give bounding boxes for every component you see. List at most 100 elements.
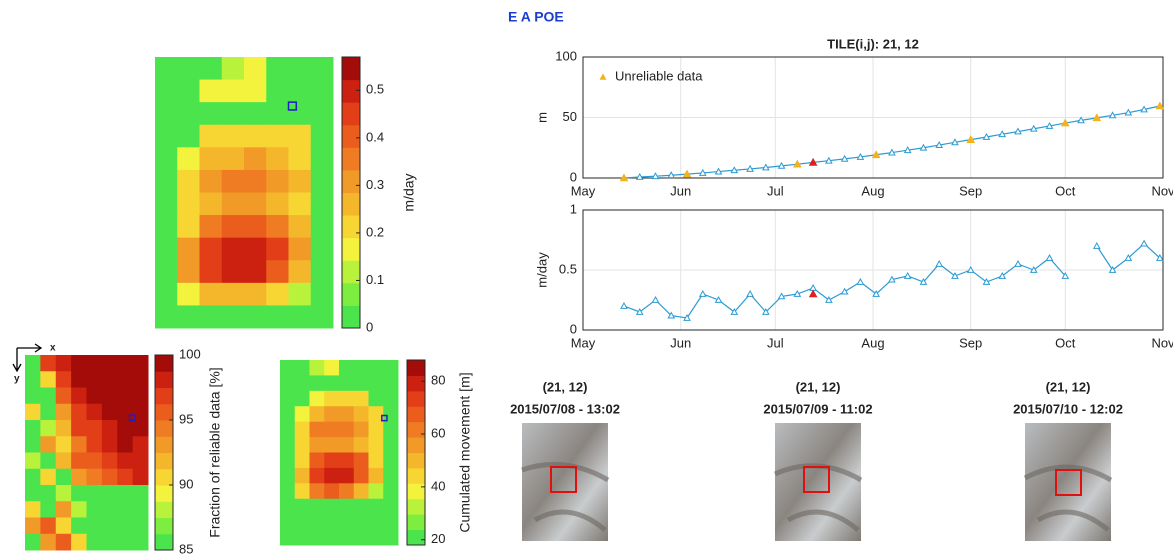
heat-cell bbox=[324, 437, 340, 453]
heat-cell bbox=[155, 169, 178, 193]
heat-cell bbox=[266, 102, 289, 126]
colorbar-tick-label: 0.3 bbox=[366, 177, 384, 192]
heat-cell bbox=[353, 390, 369, 407]
heat-cell bbox=[86, 371, 103, 388]
x-tick-label: Jun bbox=[670, 183, 691, 198]
heat-cell bbox=[177, 79, 200, 103]
colorbar-band bbox=[155, 452, 173, 470]
heat-cell bbox=[40, 533, 57, 551]
colorbar-band bbox=[342, 102, 360, 126]
heat-cell bbox=[132, 517, 149, 535]
data-point bbox=[998, 271, 1007, 279]
heat-cell bbox=[339, 375, 355, 392]
colorbar-band bbox=[342, 215, 360, 239]
heat-cell bbox=[71, 485, 87, 502]
data-point bbox=[982, 132, 991, 140]
colorbar-band bbox=[155, 355, 173, 372]
heat-cell bbox=[339, 514, 355, 531]
data-point bbox=[1156, 253, 1164, 261]
heat-cell bbox=[368, 360, 384, 376]
colorbar-band bbox=[342, 237, 360, 261]
heat-cell bbox=[132, 403, 149, 421]
heat-cell bbox=[117, 355, 134, 372]
heat-cell bbox=[177, 147, 200, 171]
heat-cell bbox=[244, 169, 267, 193]
heat-cell bbox=[86, 420, 103, 437]
heat-cell bbox=[294, 390, 310, 407]
heat-cell bbox=[117, 403, 134, 421]
data-point bbox=[683, 313, 691, 321]
x-tick-label: Nov bbox=[1151, 335, 1173, 350]
data-point bbox=[1045, 253, 1054, 261]
heat-cell bbox=[177, 282, 200, 306]
data-point bbox=[872, 289, 881, 297]
data-point bbox=[982, 277, 991, 285]
heat-cell bbox=[383, 375, 399, 392]
heat-cell bbox=[86, 533, 103, 551]
heat-cell bbox=[266, 305, 289, 329]
heat-cell bbox=[117, 371, 134, 388]
colorbar-band bbox=[155, 436, 173, 453]
heat-cell bbox=[55, 485, 72, 502]
heat-cell bbox=[221, 57, 245, 81]
tile-box bbox=[550, 466, 577, 493]
heat-cell bbox=[155, 192, 178, 216]
colorbar-tick-label: 95 bbox=[179, 411, 193, 426]
data-point bbox=[1029, 265, 1038, 273]
data-point bbox=[888, 148, 896, 156]
heat-cell bbox=[310, 147, 334, 171]
heat-cell bbox=[280, 390, 296, 407]
heat-cell bbox=[199, 169, 223, 193]
heat-cell bbox=[55, 387, 72, 405]
heat-cell bbox=[101, 517, 118, 535]
data-point bbox=[1092, 241, 1101, 249]
heat-cell bbox=[86, 355, 103, 372]
heat-cell bbox=[40, 436, 57, 453]
heat-cell bbox=[324, 514, 340, 531]
heat-cell bbox=[353, 514, 369, 531]
heat-cell bbox=[55, 501, 72, 518]
heat-cell bbox=[288, 260, 312, 284]
heat-cell bbox=[117, 533, 134, 551]
heat-cell bbox=[40, 371, 57, 388]
heat-cell bbox=[199, 305, 223, 329]
heat-cell bbox=[383, 421, 399, 438]
heat-cell bbox=[199, 215, 223, 239]
heat-cell bbox=[55, 403, 72, 421]
colorbar-band bbox=[155, 517, 173, 535]
data-point bbox=[619, 173, 629, 182]
heat-cell bbox=[368, 390, 384, 407]
heat-cell bbox=[199, 79, 223, 103]
heat-cell bbox=[383, 529, 399, 546]
image-texture bbox=[1023, 464, 1113, 532]
data-point bbox=[698, 168, 707, 176]
data-point bbox=[840, 287, 849, 295]
heat-cell bbox=[353, 437, 369, 453]
heat-cell bbox=[309, 421, 325, 438]
x-tick-label: Jul bbox=[767, 335, 784, 350]
colorbar-frame bbox=[341, 56, 361, 329]
colorbar-band bbox=[155, 403, 173, 421]
heat-cell bbox=[383, 452, 399, 469]
colorbar-band bbox=[407, 529, 425, 546]
heat-cell bbox=[324, 529, 340, 546]
heat-cell bbox=[221, 305, 245, 329]
data-point bbox=[1124, 253, 1133, 261]
data-point bbox=[903, 271, 912, 279]
heat-cell bbox=[101, 485, 118, 502]
data-point bbox=[746, 289, 754, 297]
heat-cell bbox=[288, 57, 312, 81]
colorbar-band bbox=[342, 305, 360, 329]
data-point bbox=[1014, 127, 1022, 135]
heat-cell bbox=[383, 390, 399, 407]
heat-cell bbox=[86, 403, 103, 421]
heat-cell bbox=[368, 452, 384, 469]
heat-cell bbox=[177, 124, 200, 148]
heat-cell bbox=[288, 215, 312, 239]
heat-cell bbox=[310, 282, 334, 306]
data-point bbox=[777, 161, 786, 169]
data-point bbox=[856, 152, 865, 160]
colorbar-tick-label: 0 bbox=[366, 319, 373, 334]
heat-cell bbox=[101, 371, 118, 388]
heat-cell bbox=[55, 468, 72, 486]
